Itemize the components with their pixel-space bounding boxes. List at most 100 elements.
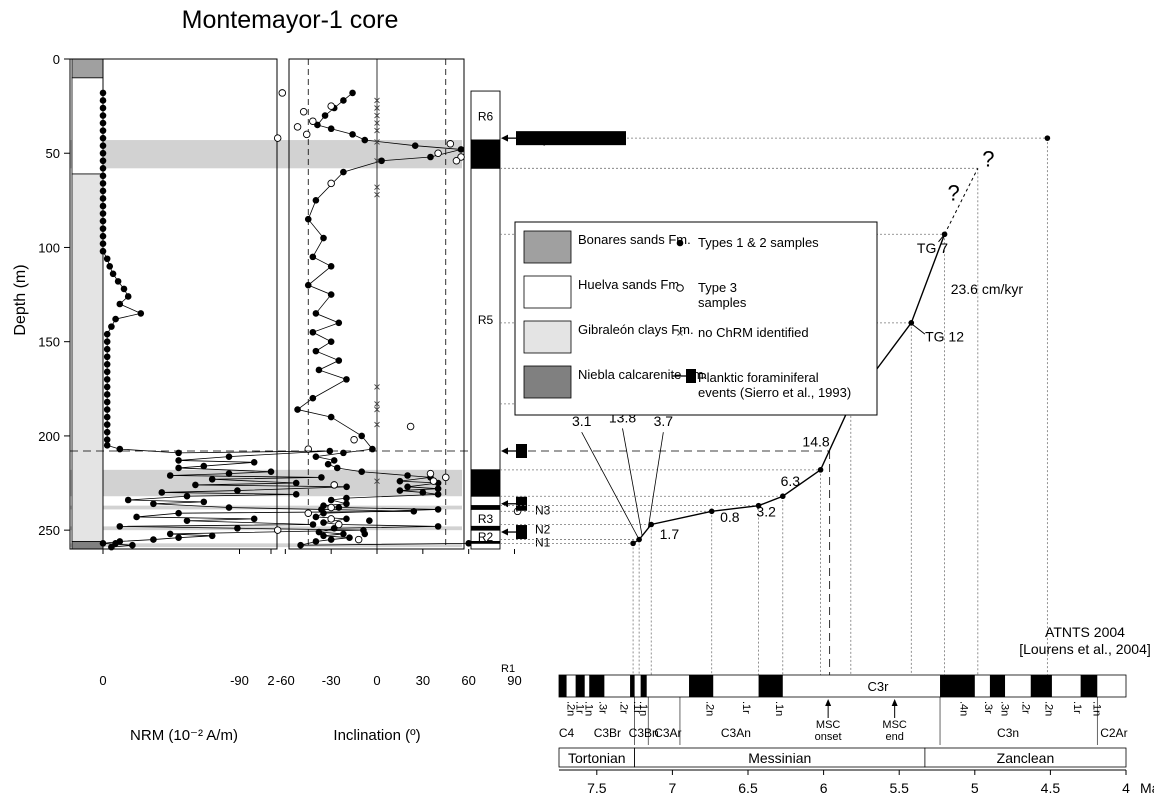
inclination-filled-point — [434, 485, 442, 492]
nrm-point — [234, 524, 241, 532]
inclination-filled-point — [312, 347, 320, 355]
nrm-point — [103, 361, 111, 368]
legend-swatch — [523, 320, 572, 354]
nrm-point — [410, 508, 418, 515]
inclination-tick-label: -60 — [276, 673, 295, 688]
inclination-filled-point — [327, 536, 335, 543]
legend-swatch — [523, 275, 572, 309]
legend-symbol-label: Planktic foraminiferal events (Sierro et … — [698, 370, 851, 400]
no-chrm-cross — [374, 105, 380, 111]
nrm-point — [150, 500, 157, 508]
puncticulata-point — [1044, 135, 1051, 141]
nrm-point — [99, 210, 107, 217]
inclination-filled-point — [320, 519, 327, 526]
inclination-filled-point — [465, 540, 472, 547]
subchron-label: .2r — [1020, 701, 1032, 714]
subchron-label: .4n — [958, 701, 970, 716]
nrm-point — [103, 391, 111, 398]
inclination-tick-label: 60 — [461, 673, 475, 688]
question-mark: ? — [948, 180, 960, 205]
legend-swatch — [523, 365, 572, 399]
legend-swatch — [523, 230, 572, 264]
inclination-open-point — [273, 526, 282, 534]
nrm-point — [99, 247, 107, 255]
inclination-filled-point — [343, 494, 350, 502]
chron-name: C3An — [721, 726, 751, 740]
nrm-point — [99, 202, 107, 210]
magnetozone-R6 — [470, 90, 501, 141]
chron-name: C3Ar — [654, 726, 681, 740]
inclination-filled-point — [340, 97, 347, 104]
age-depth-point — [648, 521, 655, 528]
event-marker-box — [516, 443, 527, 458]
normal-band — [70, 469, 462, 497]
legend-filled-circle — [676, 239, 684, 247]
magnetozone-N4 — [470, 469, 501, 497]
subchron-label: .1r — [631, 701, 643, 714]
normal-band — [70, 543, 462, 548]
nrm-point — [108, 543, 115, 551]
nrm-point — [225, 470, 233, 477]
inclination-filled-point — [404, 483, 411, 491]
inclination-open-point — [350, 435, 358, 444]
inclination-open-point — [446, 140, 455, 148]
inclination-filled-point — [333, 464, 341, 472]
inclination-open-point — [434, 149, 442, 157]
nrm-point — [103, 413, 111, 421]
nrm-point — [183, 492, 191, 500]
depth-axis: 0 50 100 150 200 250 Depth (m) — [12, 52, 71, 549]
inclination-open-point — [309, 117, 317, 125]
depth-tick-label: 200 — [38, 429, 60, 444]
event-marker-box — [516, 131, 626, 146]
chron-name: C4 — [559, 726, 575, 740]
inclination-open-point — [426, 469, 435, 478]
nrm-point — [103, 353, 111, 361]
no-chrm-cross — [374, 406, 380, 413]
msc-arrowhead — [825, 699, 832, 706]
inclination-filled-point — [434, 491, 442, 498]
nrm-point — [158, 489, 166, 496]
age-depth-point — [941, 231, 948, 238]
nrm-point — [292, 479, 300, 487]
nrm-point — [99, 240, 107, 247]
magnetozone-label: R6 — [478, 110, 494, 124]
subchron-label: .1n — [773, 701, 785, 716]
reference-line-2: [Lourens et al., 2004] — [1019, 641, 1151, 657]
magnetozone-R5 — [470, 167, 501, 471]
no-chrm-cross — [374, 112, 380, 119]
legend-lithology-label: Bonares sands Fm. — [578, 232, 691, 247]
inclination-filled-point — [320, 509, 327, 517]
nrm-point — [309, 521, 317, 528]
reference-line-1: ATNTS 2004 — [1045, 624, 1125, 640]
no-chrm-cross — [374, 421, 380, 428]
magnetozone-N3 — [470, 505, 501, 510]
nrm-point — [208, 532, 216, 540]
nrm-point — [103, 330, 111, 338]
inclination-open-point — [327, 515, 335, 523]
no-chrm-cross — [374, 127, 380, 134]
fan-leader-line — [647, 432, 664, 529]
age-tick-label: 6 — [820, 780, 828, 796]
legend-lithology-label: Gibraleón clays Fm. — [578, 322, 694, 337]
legend-symbol-label: no ChRM identified — [698, 325, 809, 340]
age-tick-label: 5.5 — [889, 780, 909, 796]
no-chrm-cross — [374, 97, 380, 104]
nrm-point — [208, 475, 216, 483]
nrm-point — [103, 255, 111, 263]
no-chrm-cross — [374, 401, 380, 407]
stage-cell — [924, 747, 1127, 768]
inclination-filled-point — [343, 515, 350, 523]
age-depth-point — [755, 502, 762, 509]
magnetozone-N5 — [470, 139, 501, 169]
inclination-filled-point — [343, 500, 350, 508]
inclination-tick-label: 0 — [373, 673, 380, 688]
event-arrowhead — [501, 134, 508, 142]
subchron-label: .3r — [596, 701, 608, 714]
no-chrm-cross — [374, 120, 380, 126]
nrm-point — [343, 483, 350, 491]
legend: Bonares sands Fm. Huelva sands Fm. Gibrale… — [514, 221, 878, 416]
nrm-point — [124, 293, 132, 300]
event-arrowhead — [501, 500, 508, 508]
msc-label: MSC onset — [815, 719, 842, 743]
